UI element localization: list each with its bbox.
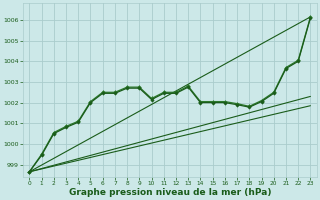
X-axis label: Graphe pression niveau de la mer (hPa): Graphe pression niveau de la mer (hPa) xyxy=(69,188,271,197)
